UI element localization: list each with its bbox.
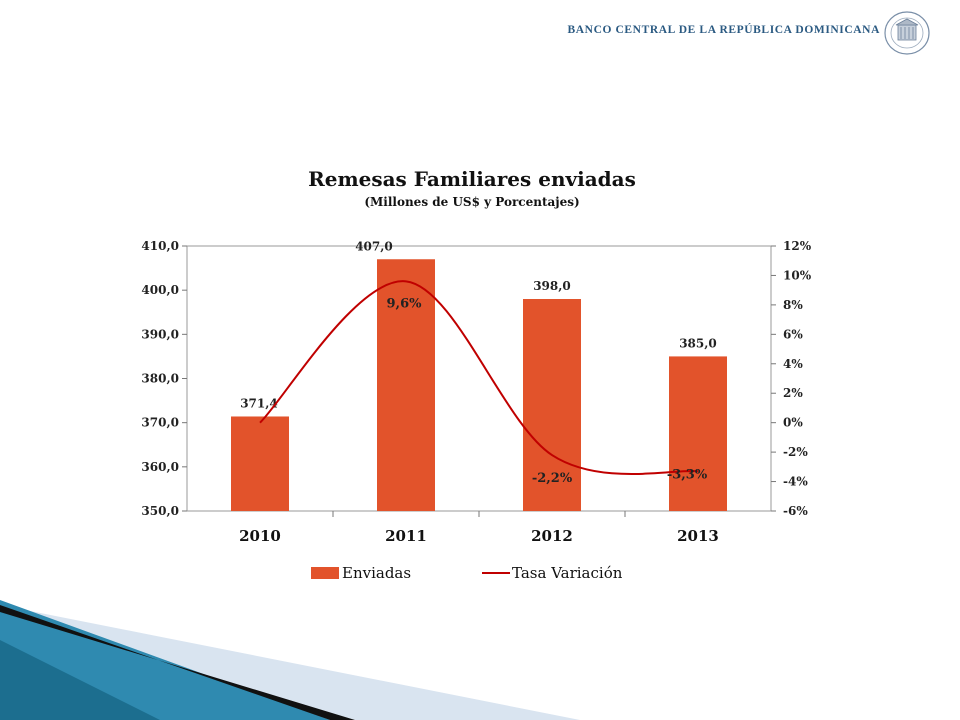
right-axis-tick-label: 12% (783, 239, 812, 253)
decoration-teal-band (0, 640, 160, 720)
bar-2010 (231, 416, 289, 511)
legend-swatch-enviadas (311, 567, 339, 579)
left-axis-tick-label: 410,0 (141, 239, 179, 253)
bar-value-label-2010: 371,4 (240, 396, 278, 410)
left-axis-tick-label: 380,0 (141, 372, 179, 386)
right-axis-tick-label: 4% (783, 357, 803, 371)
left-axis-tick-label: 370,0 (141, 416, 179, 430)
legend-label-tasa: Tasa Variación (512, 564, 623, 582)
left-axis-tick-label: 360,0 (141, 460, 179, 474)
x-axis-tick-label: 2013 (677, 527, 719, 545)
line-value-label-2012: -2,2% (532, 471, 573, 486)
right-axis-tick-label: 2% (783, 386, 803, 400)
left-axis-tick-label: 350,0 (141, 504, 179, 518)
line-value-label-2011: 9,6% (387, 296, 423, 311)
chart-legend: Enviadas Tasa Variación (311, 564, 623, 582)
right-axis-tick-label: 10% (783, 268, 812, 282)
bar-2012 (523, 299, 581, 511)
bar-value-label-2013: 385,0 (679, 336, 717, 350)
right-axis-tick-label: -4% (783, 475, 808, 489)
x-axis-tick-label: 2010 (239, 527, 281, 545)
bar-2013 (669, 356, 727, 511)
bar-value-label-2012: 398,0 (533, 279, 571, 293)
line-value-label-2013: -3,3% (667, 467, 708, 482)
legend-label-enviadas: Enviadas (342, 564, 411, 582)
series-line-tasa-variacion (259, 280, 699, 475)
right-axis-tick-label: 8% (783, 298, 803, 312)
x-axis-tick-label: 2011 (385, 527, 427, 545)
bar-value-label-2011: 407,0 (355, 239, 393, 253)
right-axis-tick-label: 0% (783, 416, 803, 430)
chart-subtitle: (Millones de US$ y Porcentajes) (364, 195, 579, 209)
x-axis-tick-label: 2012 (531, 527, 573, 545)
bank-seal-icon (884, 11, 930, 55)
right-axis-tick-label: -6% (783, 504, 808, 518)
bar-2011 (377, 259, 435, 511)
bank-name-header: BANCO CENTRAL DE LA REPÚBLICA DOMINICANA (567, 24, 880, 36)
chart-title: Remesas Familiares enviadas (308, 167, 636, 191)
left-axis-tick-label: 400,0 (141, 283, 179, 297)
right-axis-tick-label: -2% (783, 445, 808, 459)
left-axis-tick-label: 390,0 (141, 327, 179, 341)
right-axis-tick-label: 6% (783, 327, 803, 341)
